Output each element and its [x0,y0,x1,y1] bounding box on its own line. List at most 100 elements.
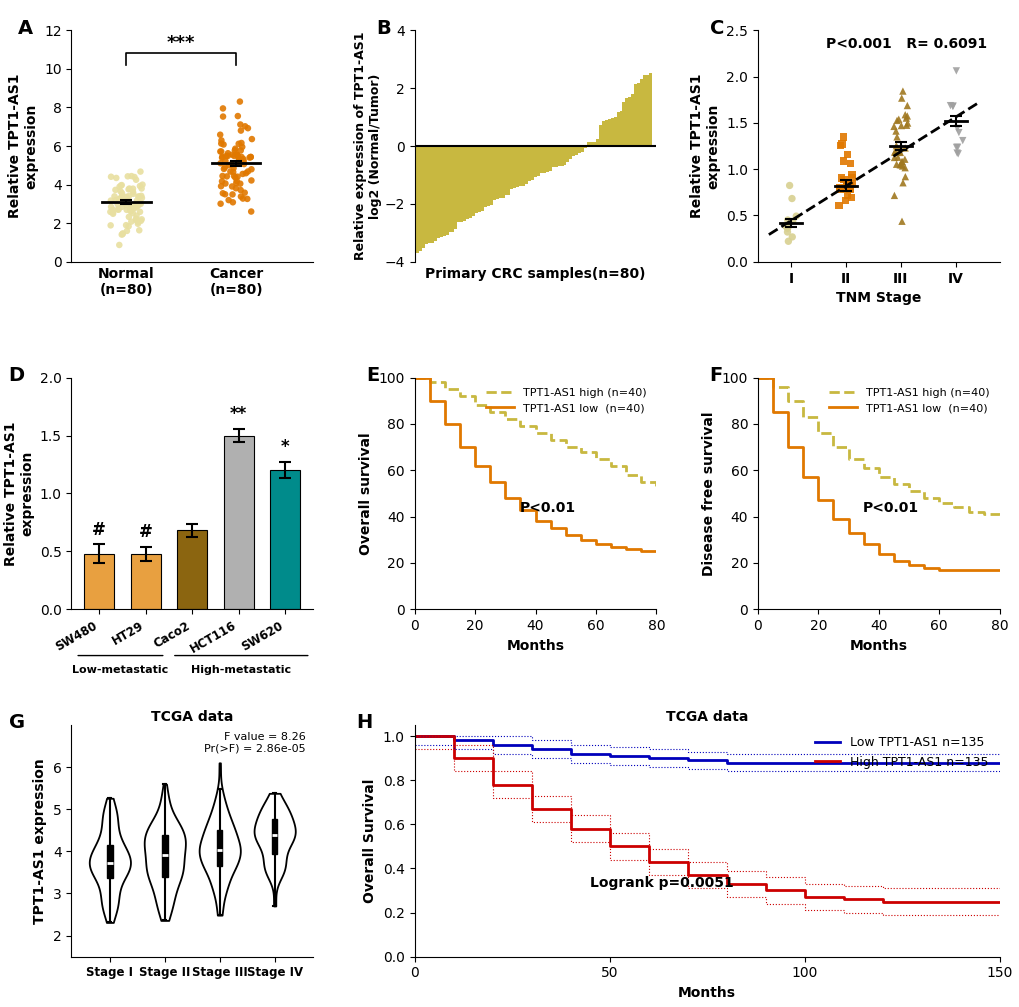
Text: A: A [18,19,34,37]
Point [220,192,236,208]
Point [238,191,255,207]
Point [235,151,252,167]
Text: High-metastatic: High-metastatic [191,665,290,675]
Point [123,168,140,184]
Point [109,196,125,212]
Bar [504,146,507,195]
Point [897,168,913,184]
Bar [648,73,651,146]
Point [898,110,914,126]
Bar [587,142,589,146]
X-axis label: Months: Months [506,638,564,653]
Point [888,138,904,154]
Point [894,154,910,170]
Point [102,218,118,234]
Point [839,147,855,163]
Point [129,197,146,213]
PathPatch shape [162,835,167,877]
Point [103,192,119,208]
Point [228,146,245,162]
Bar [425,146,428,244]
Point [127,171,144,187]
Point [944,99,960,115]
Bar [85,554,114,609]
Point [122,201,139,218]
Point [841,181,857,197]
Bar [469,146,472,219]
Point [239,120,256,136]
Point [128,199,145,215]
Bar [572,146,575,156]
Text: ***: *** [167,34,196,52]
Point [948,139,964,155]
Title: TCGA data: TCGA data [665,710,748,724]
Text: F value = 8.26
Pr(>F) = 2.86e-05: F value = 8.26 Pr(>F) = 2.86e-05 [204,732,306,753]
PathPatch shape [217,830,222,865]
Point [235,156,252,172]
Text: H: H [356,713,372,732]
Bar [584,146,587,148]
Bar [130,554,161,609]
Point [214,150,230,166]
Point [948,62,964,79]
Text: E: E [366,366,379,385]
Bar [595,139,598,146]
Point [227,180,244,196]
Point [217,175,233,191]
Point [218,168,234,184]
Point [123,202,140,219]
Point [232,123,249,139]
Point [949,139,965,155]
Point [114,185,130,201]
Point [107,182,123,198]
Point [113,177,129,193]
Legend: TPT1-AS1 high (n=40), TPT1-AS1 low  (n=40): TPT1-AS1 high (n=40), TPT1-AS1 low (n=40… [824,384,994,418]
Point [229,108,246,124]
X-axis label: Months: Months [849,638,907,653]
Point [232,182,249,198]
Point [130,195,147,211]
Point [892,144,908,160]
Point [886,187,902,203]
Point [127,212,144,229]
Point [107,192,123,208]
Point [835,171,851,187]
Point [779,220,795,236]
Point [224,186,240,202]
Point [835,153,851,169]
Point [216,161,232,177]
X-axis label: TNM Stage: TNM Stage [836,291,920,305]
Point [229,148,246,164]
Bar [610,118,613,146]
Bar [545,146,548,172]
Point [888,113,904,129]
Point [896,151,912,167]
Bar [581,146,584,152]
Point [220,145,236,161]
Text: P<0.001   R= 0.6091: P<0.001 R= 0.6091 [824,37,985,51]
Bar [489,146,492,204]
Point [214,173,230,189]
Bar [481,146,483,211]
Point [834,136,850,152]
Bar [442,146,445,236]
Point [112,190,128,206]
Point [120,188,137,204]
Point [127,210,144,227]
Bar [637,84,640,146]
Point [944,98,960,114]
Point [212,143,228,159]
Point [243,203,259,220]
Bar [534,146,536,177]
Point [111,190,127,206]
Bar [598,125,601,146]
Point [887,143,903,159]
Point [843,167,859,183]
Point [232,117,249,133]
Bar [642,75,645,146]
Point [228,175,245,191]
Point [838,174,854,190]
Bar [475,146,478,213]
Bar [631,95,634,146]
Point [899,115,915,131]
